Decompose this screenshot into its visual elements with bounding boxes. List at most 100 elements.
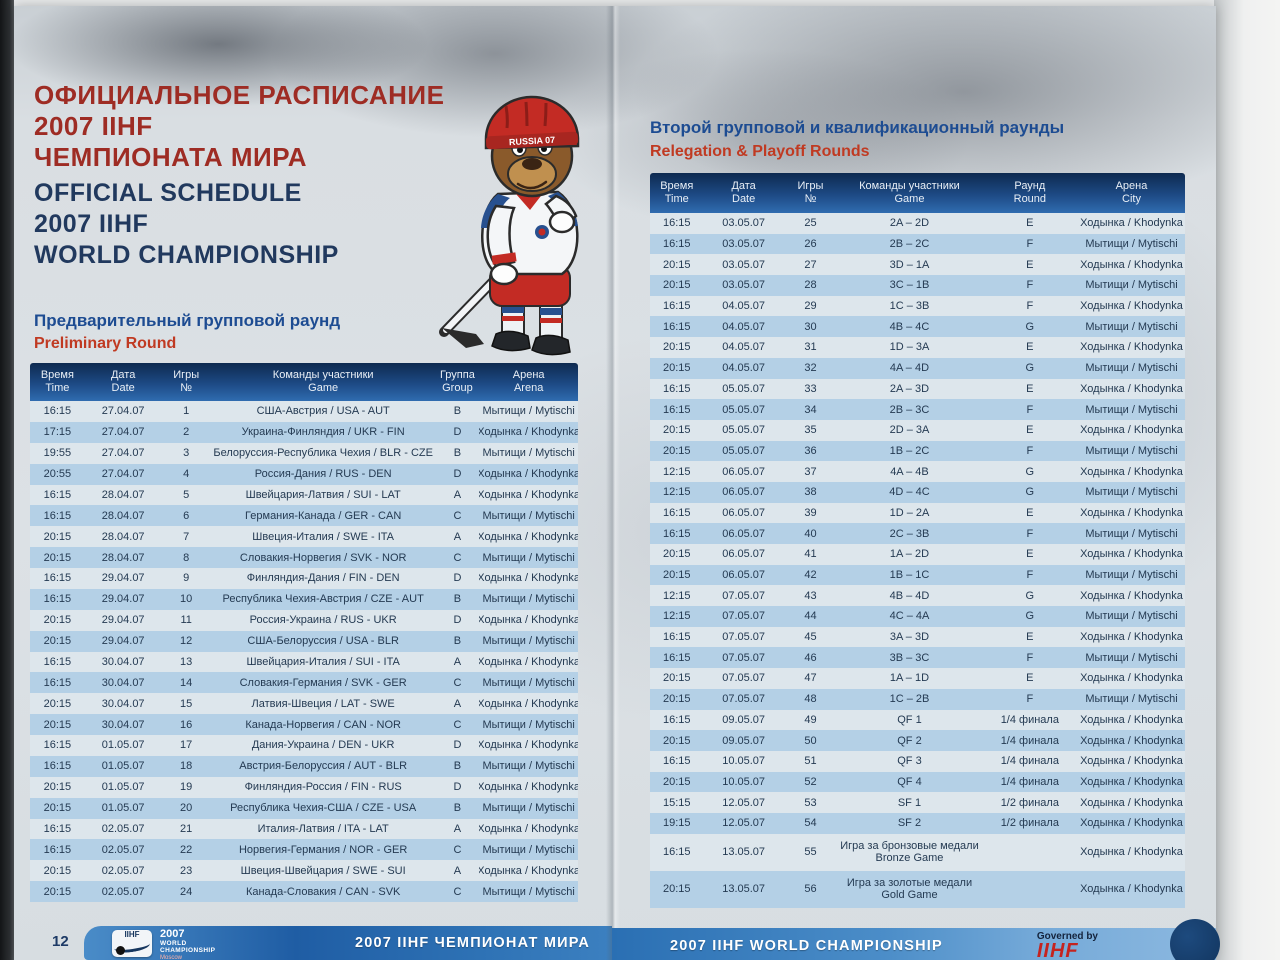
cell-time: 16:15 bbox=[662, 651, 691, 664]
title-english: OFFICIAL SCHEDULE 2007 IIHF WORLD CHAMPI… bbox=[34, 178, 339, 271]
cell-date: 01.05.07 bbox=[101, 760, 145, 773]
cell-time: 16:15 bbox=[662, 217, 691, 230]
column-header: Команды участники Game bbox=[272, 369, 374, 394]
table-header-row: Время Time Дата Date Игры № Команды участники G… bbox=[30, 363, 578, 401]
cell-game-no: 39 bbox=[804, 506, 817, 519]
cell-city: Мытищи / Mytischi bbox=[1085, 486, 1178, 499]
photo-left-shadow bbox=[0, 0, 14, 960]
cell-game-no: 44 bbox=[804, 610, 817, 623]
table-row: 16:15 01.05.07 18 Австрия-Белоруссия / AUT … bbox=[30, 755, 578, 777]
cell-game-no: 9 bbox=[183, 572, 190, 585]
cell-date: 06.05.07 bbox=[722, 548, 766, 561]
cell-game: 2B – 2C bbox=[889, 238, 930, 251]
cell-game: 2A – 2D bbox=[889, 217, 930, 230]
cell-group: B bbox=[453, 802, 462, 815]
cell-game: Словакия-Германия / SVK - GER bbox=[239, 676, 407, 689]
table-row: 12:15 07.05.07 44 4C – 4A G Мытищи / Mytischi bbox=[650, 606, 1185, 627]
cell-group: D bbox=[453, 468, 462, 481]
cell-game-no: 49 bbox=[804, 713, 817, 726]
cell-game: 2D – 3A bbox=[889, 424, 930, 437]
table-row: 16:15 02.05.07 21 Италия-Латвия / ITA - LAT… bbox=[30, 818, 578, 840]
cell-date: 03.05.07 bbox=[722, 217, 766, 230]
cell-round: F bbox=[1026, 279, 1034, 292]
table-row: 20:15 28.04.07 8 Словакия-Норвегия / SVK - … bbox=[30, 547, 578, 568]
cell-round bbox=[982, 834, 1078, 871]
cell-arena: Ходынка / Khodynka bbox=[479, 572, 578, 585]
cell-game-no: 24 bbox=[180, 885, 193, 898]
cell-game-no: 51 bbox=[804, 755, 817, 768]
cell-game: 4C – 4A bbox=[889, 610, 930, 623]
cell-round: G bbox=[1025, 362, 1035, 375]
cell-game-no: 13 bbox=[180, 655, 193, 668]
table-row: 20:55 27.04.07 4 Россия-Дания / RUS - DEN D Х… bbox=[30, 463, 578, 485]
cell-city: Ходынка / Khodynka bbox=[1080, 424, 1183, 437]
cell-round: G bbox=[1025, 589, 1035, 602]
cell-game-no: 46 bbox=[804, 651, 817, 664]
table-row: 16:15 07.05.07 46 3B – 3C F Мытищи / Mytischi bbox=[650, 647, 1185, 669]
cell-game: Республика Чехия-Австрия / CZE - AUT bbox=[222, 593, 424, 606]
cell-game-no: 33 bbox=[804, 382, 817, 395]
cell-game: 1C – 3B bbox=[889, 300, 930, 313]
cell-game-no: 53 bbox=[804, 796, 817, 809]
cell-game: 4A – 4B bbox=[890, 465, 929, 478]
table-row: 16:15 28.04.07 6 Германия-Канада / GER - CA… bbox=[30, 505, 578, 527]
cell-round: E bbox=[1026, 506, 1034, 519]
cell-time: 20:15 bbox=[43, 530, 72, 543]
cell-date: 09.05.07 bbox=[722, 734, 766, 747]
title-russian: ОФИЦИАЛЬНОЕ РАСПИСАНИЕ 2007 IIHF ЧЕМПИОН… bbox=[34, 80, 444, 173]
cell-group: B bbox=[453, 635, 462, 648]
cell-group: B bbox=[453, 760, 462, 773]
cell-date: 07.05.07 bbox=[722, 589, 766, 602]
cell-time: 20:15 bbox=[43, 802, 72, 815]
cell-game: Финляндия-Дания / FIN - DEN bbox=[246, 572, 400, 585]
cell-time: 20:55 bbox=[43, 468, 72, 481]
cell-time: 20:15 bbox=[43, 718, 72, 731]
page-number: 12 bbox=[52, 933, 69, 950]
cell-game: Норвегия-Германия / NOR - GER bbox=[238, 843, 408, 856]
cell-round: F bbox=[1026, 693, 1034, 706]
cell-group: B bbox=[453, 405, 462, 418]
cell-game-no: 34 bbox=[804, 403, 817, 416]
cell-round: 1/4 финала bbox=[1000, 713, 1059, 726]
cell-time: 16:15 bbox=[43, 572, 72, 585]
cell-game-no: 16 bbox=[180, 718, 193, 731]
cell-date: 05.05.07 bbox=[722, 424, 766, 437]
table-row: 20:15 01.05.07 19 Финляндия-Россия / FIN - … bbox=[30, 776, 578, 798]
governed-by-label: Governed by bbox=[1036, 931, 1098, 942]
cell-time: 16:15 bbox=[43, 676, 72, 689]
title-line: 2007 IIHF bbox=[34, 111, 153, 141]
cell-date: 10.05.07 bbox=[722, 775, 766, 788]
cell-round: F bbox=[1026, 569, 1034, 582]
cell-time: 16:15 bbox=[43, 509, 72, 522]
table-row: 15:15 12.05.07 53 SF 1 1/2 финала Ходынка / K… bbox=[650, 792, 1185, 813]
cell-group: C bbox=[453, 676, 462, 689]
column-header: Дата Date bbox=[110, 369, 136, 394]
cell-time: 20:15 bbox=[662, 362, 691, 375]
table-row: 16:15 30.04.07 14 Словакия-Германия / SVK -… bbox=[30, 672, 578, 694]
cell-date: 03.05.07 bbox=[722, 258, 766, 271]
cell-arena: Ходынка / Khodynka bbox=[479, 739, 578, 752]
cell-time: 16:15 bbox=[43, 593, 72, 606]
cell-game: Швеция-Италия / SWE - ITA bbox=[252, 530, 395, 543]
table-row: 20:15 03.05.07 27 3D – 1A E Ходынка / Khodynk… bbox=[650, 254, 1185, 276]
cell-time: 20:15 bbox=[662, 693, 691, 706]
cell-arena: Ходынка / Khodynka bbox=[479, 822, 578, 835]
table-row: 16:15 05.05.07 34 2B – 3C F Мытищи / Mytischi bbox=[650, 399, 1185, 420]
cell-time: 16:15 bbox=[662, 631, 691, 644]
cell-date: 09.05.07 bbox=[722, 713, 766, 726]
cell-time: 20:15 bbox=[43, 885, 72, 898]
cell-game-no: 26 bbox=[804, 238, 817, 251]
cell-game-no: 30 bbox=[804, 320, 817, 333]
footer-band-right: 2007 IIHF WORLD CHAMPIONSHIP Governed by… bbox=[612, 919, 1220, 960]
cell-game-no: 22 bbox=[180, 843, 193, 856]
column-header: Время Time bbox=[660, 180, 694, 205]
cell-group: D bbox=[453, 614, 462, 627]
cell-arena: Ходынка / Khodynka bbox=[479, 614, 578, 627]
table-row: 20:15 09.05.07 50 QF 2 1/4 финала Ходынка / K… bbox=[650, 730, 1185, 751]
mascot-helmet-text: RUSSIA 07 bbox=[509, 135, 556, 147]
cell-game-no: 41 bbox=[804, 548, 817, 561]
cell-game: 2C – 3B bbox=[889, 527, 930, 540]
cell-date: 01.05.07 bbox=[101, 739, 145, 752]
cell-time: 16:15 bbox=[662, 300, 691, 313]
cell-game: 1D – 2A bbox=[889, 506, 930, 519]
